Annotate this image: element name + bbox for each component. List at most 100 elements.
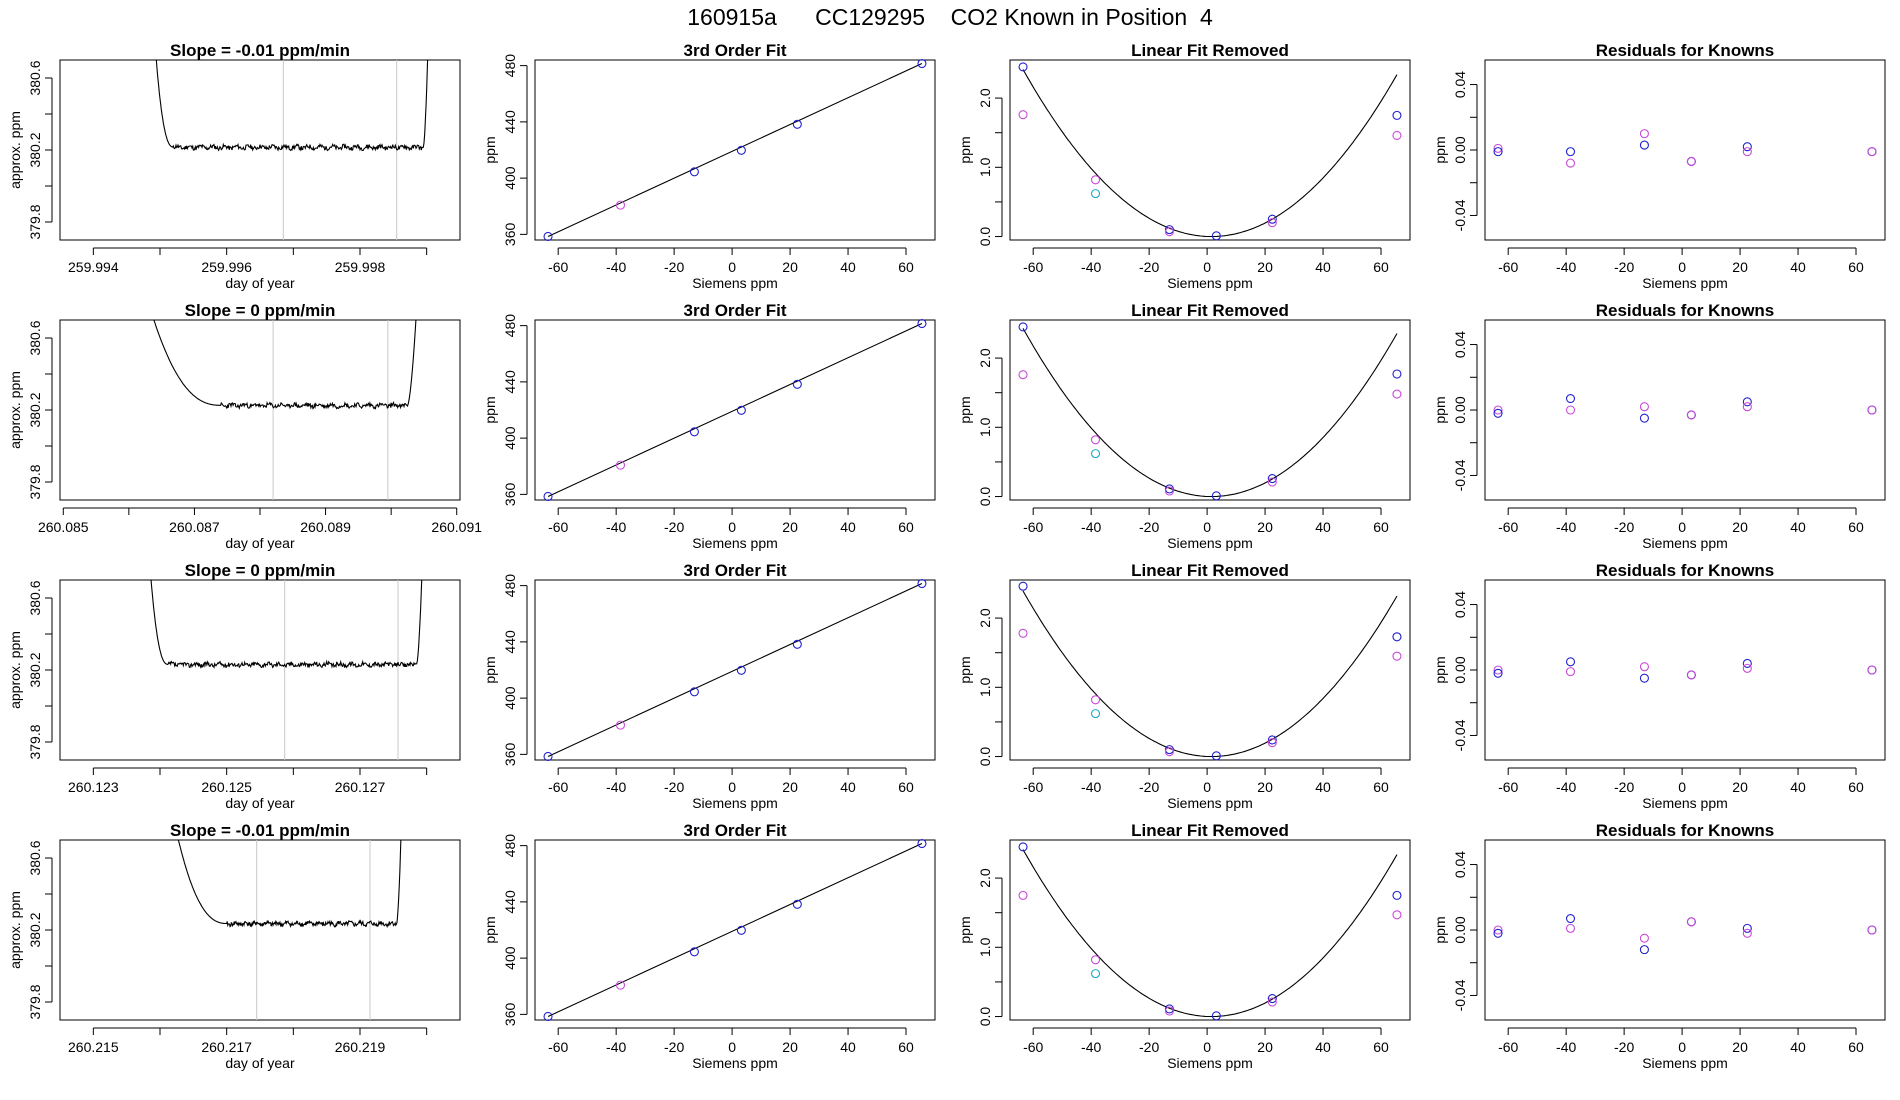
data-point: [1267, 214, 1277, 224]
data-point: [1018, 890, 1028, 900]
panel-title: Residuals for Knowns: [1596, 41, 1775, 60]
plot-area: [155, 60, 429, 240]
y-axis-label: ppm: [957, 136, 973, 163]
chart-panel: Residuals for Knowns -60 -40 -20 0 20 40 60 Siem…: [1432, 821, 1886, 1071]
x-axis: -60 -40 -20 0 20 40 60: [1023, 507, 1389, 535]
data-point: [1639, 413, 1649, 423]
data-point: [543, 1011, 553, 1022]
x-tick-label: 0: [1203, 519, 1211, 535]
plot-frame: [59, 59, 461, 241]
y-tick-label: 379.8: [27, 724, 43, 759]
x-tick-label: 0: [1678, 1039, 1686, 1055]
y-tick-label: 440: [502, 370, 518, 394]
chart-panel: Slope = 0 ppm/min 260.123 260.125 260.127 da…: [7, 561, 461, 811]
data-point: [689, 167, 699, 177]
x-tick-label: 20: [1732, 259, 1748, 275]
chart-panel: 3rd Order Fit -60 -40 -20 0 20 40 60 Siemens ppm…: [482, 561, 936, 811]
y-axis: -0.04 0.00 0.04: [1452, 851, 1478, 1011]
y-tick-label: 380.6: [27, 320, 43, 355]
x-tick-label: 0: [728, 1039, 736, 1055]
y-tick-label: 360: [502, 1002, 518, 1026]
y-tick-label: 2.0: [977, 868, 993, 888]
data-point: [1639, 945, 1649, 955]
x-tick-label: 60: [1848, 259, 1864, 275]
x-tick-label: -20: [1139, 259, 1159, 275]
x-tick-label: 0: [728, 259, 736, 275]
y-tick-label: 0.0: [977, 1007, 993, 1027]
plot-frame: [1009, 59, 1411, 241]
chart-panel: Linear Fit Removed -60 -40 -20 0 20 40 60 Siemen…: [957, 41, 1411, 291]
y-axis: 379.8 380.2 380.6: [27, 840, 53, 1020]
x-tick-label: -20: [1614, 1039, 1634, 1055]
x-tick-label: 60: [1848, 779, 1864, 795]
x-tick-label: 20: [782, 779, 798, 795]
x-tick-label: 60: [898, 519, 914, 535]
x-tick-label: 40: [1790, 259, 1806, 275]
data-point: [1686, 917, 1696, 927]
x-tick-label: -20: [1614, 519, 1634, 535]
y-tick-label: 379.8: [27, 204, 43, 239]
x-tick-label: 60: [1373, 519, 1389, 535]
data-point: [1392, 890, 1402, 900]
x-axis: -60 -40 -20 0 20 40 60: [548, 247, 914, 275]
data-point: [792, 119, 802, 129]
y-axis-label: ppm: [957, 656, 973, 683]
x-tick-label: -20: [1139, 779, 1159, 795]
data-point: [1867, 405, 1877, 415]
x-tick-label: 260.127: [335, 779, 386, 795]
data-point: [1090, 969, 1101, 979]
x-tick-label: 20: [1732, 519, 1748, 535]
chart-panel: 3rd Order Fit -60 -40 -20 0 20 40 60 Siemens ppm…: [482, 821, 936, 1071]
x-tick-label: -40: [606, 259, 626, 275]
y-tick-label: -0.04: [1452, 199, 1468, 231]
data-point: [792, 639, 802, 649]
x-tick-label: -40: [606, 519, 626, 535]
y-tick-label: 0.00: [1452, 916, 1468, 943]
x-tick-label: -60: [548, 779, 568, 795]
fit-curve: [1022, 328, 1398, 498]
x-tick-label: 40: [1315, 259, 1331, 275]
co2-trace-line: [153, 320, 417, 411]
data-point: [917, 58, 927, 69]
y-tick-label: 400: [502, 426, 518, 450]
x-tick-label: -60: [1023, 1039, 1043, 1055]
y-axis: 0.0 1.0 2.0: [977, 348, 1003, 506]
y-axis-label: approx. ppm: [7, 631, 23, 709]
x-tick-label: 40: [1315, 519, 1331, 535]
panel-title: 3rd Order Fit: [684, 41, 787, 60]
x-tick-label: 0: [728, 779, 736, 795]
x-tick-label: -20: [664, 259, 684, 275]
data-point: [1392, 369, 1402, 379]
chart-panel: Residuals for Knowns -60 -40 -20 0 20 40 60 Siem…: [1432, 561, 1886, 811]
data-point: [1639, 402, 1649, 412]
x-tick-label: 20: [1257, 779, 1273, 795]
y-axis-label: approx. ppm: [7, 371, 23, 449]
data-point: [1493, 668, 1503, 678]
x-axis-label: Siemens ppm: [1167, 535, 1253, 551]
chart-panel: Linear Fit Removed -60 -40 -20 0 20 40 60 Siemen…: [957, 561, 1411, 811]
x-tick-label: -40: [1556, 259, 1576, 275]
y-tick-label: 360: [502, 482, 518, 506]
x-tick-label: -60: [548, 1039, 568, 1055]
x-axis: -60 -40 -20 0 20 40 60: [1498, 247, 1864, 275]
data-point: [1018, 370, 1028, 380]
y-axis-label: ppm: [1432, 656, 1448, 683]
panel-title: Slope = 0 ppm/min: [185, 561, 336, 580]
data-point: [1267, 997, 1277, 1007]
plot-area: [1022, 849, 1398, 1018]
x-tick-label: 260.215: [68, 1039, 119, 1055]
data-point: [736, 665, 746, 675]
data-point: [1742, 923, 1752, 933]
data-point: [1164, 1006, 1174, 1016]
plot-frame: [534, 319, 936, 501]
x-tick-label: -40: [1556, 519, 1576, 535]
data-point: [1018, 842, 1028, 852]
x-axis-label: day of year: [225, 795, 295, 811]
x-tick-label: 60: [898, 779, 914, 795]
y-tick-label: 1.0: [977, 937, 993, 957]
x-tick-label: 259.996: [201, 259, 252, 275]
x-axis: -60 -40 -20 0 20 40 60: [1498, 1027, 1864, 1055]
x-axis: 260.123 260.125 260.127: [68, 767, 428, 795]
x-tick-label: -40: [1081, 779, 1101, 795]
plot-frame: [534, 839, 936, 1021]
